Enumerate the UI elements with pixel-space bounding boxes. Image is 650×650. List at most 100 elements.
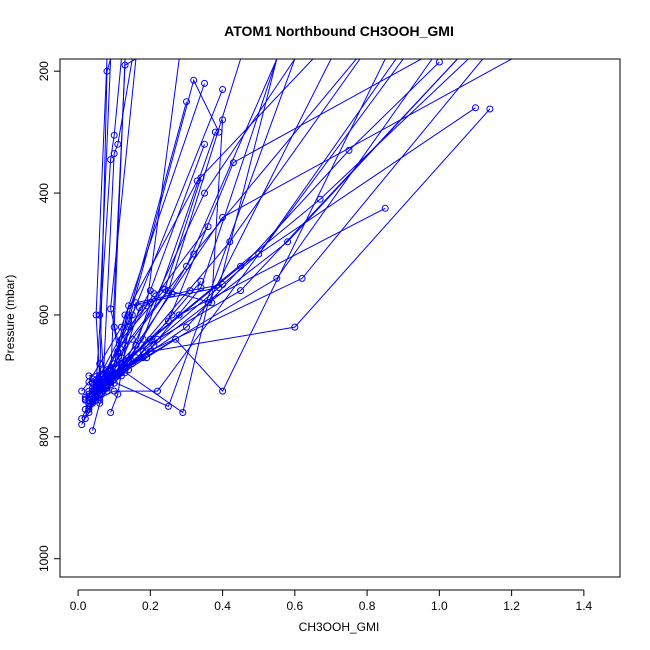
profile-line (92, 108, 491, 404)
profile-series-26 (89, 59, 137, 398)
data-point (121, 311, 129, 319)
data-point (146, 335, 154, 343)
data-point (107, 305, 115, 313)
profile-line (92, 59, 484, 402)
data-point (85, 405, 93, 413)
profile-series-9 (89, 105, 494, 407)
profile-series-46 (89, 59, 484, 405)
x-axis: 0.0 0.2 0.4 0.6 0.8 1.0 1.2 1.4 (70, 589, 593, 613)
data-point (78, 415, 86, 423)
data-point (103, 384, 111, 392)
data-point (215, 284, 223, 291)
x-axis-label: CH3OOH_GMI (299, 620, 380, 634)
data-point (132, 354, 140, 362)
y-axis: 200 400 600 800 1000 (37, 61, 61, 572)
profile-line (95, 59, 422, 389)
data-point (132, 299, 140, 307)
chart-title: ATOM1 Northbound CH3OOH_GMI (224, 23, 454, 39)
x-tick-label: 0.2 (142, 599, 159, 613)
profile-line (102, 119, 224, 377)
data-point (345, 146, 353, 154)
data-point (226, 238, 234, 246)
x-tick-label: 0.0 (70, 599, 87, 613)
data-point (161, 285, 169, 293)
data-point (117, 354, 125, 362)
y-axis-label: Pressure (mbar) (3, 275, 17, 362)
data-point (150, 341, 158, 349)
data-point (154, 387, 161, 395)
profile-series-29 (89, 59, 112, 386)
profile-line (92, 59, 361, 404)
y-tick-label: 800 (37, 427, 51, 447)
data-point (219, 387, 227, 395)
data-point (81, 395, 89, 403)
data-point (114, 372, 122, 380)
data-point (229, 159, 237, 167)
data-point (190, 250, 198, 258)
data-point (96, 384, 104, 392)
data-point (201, 79, 208, 87)
data-point (201, 140, 208, 148)
x-tick-label: 0.6 (286, 599, 303, 613)
profile-line (92, 59, 112, 383)
data-point (81, 405, 89, 413)
y-tick-label: 600 (37, 305, 51, 325)
data-point (132, 341, 140, 349)
data-point (110, 131, 118, 139)
profile-line (95, 59, 386, 392)
data-point (211, 128, 219, 136)
profile-line (95, 59, 469, 394)
profile-series-45 (96, 59, 458, 392)
data-point (92, 311, 100, 319)
data-point (273, 274, 281, 282)
data-point (298, 274, 306, 282)
data-point (89, 379, 96, 387)
data-point (291, 323, 299, 331)
data-point (168, 311, 176, 319)
profile-series-33 (92, 174, 205, 392)
data-point (125, 311, 133, 319)
data-point (219, 213, 227, 221)
profile-line (95, 59, 397, 398)
data-point (121, 360, 129, 368)
plot-frame (59, 58, 621, 578)
x-tick-label: 0.8 (359, 599, 376, 613)
data-point (201, 189, 208, 197)
data-point (190, 76, 198, 84)
data-point (107, 409, 115, 416)
x-tick-label: 1.2 (503, 599, 520, 613)
profile-series-10 (81, 59, 512, 413)
data-point (110, 150, 118, 157)
data-point (284, 238, 292, 246)
data-point (237, 287, 245, 295)
data-point (197, 277, 205, 285)
data-point (179, 409, 187, 416)
data-point (472, 104, 479, 112)
data-point (175, 311, 183, 319)
data-point (107, 375, 115, 383)
profile-line (84, 59, 122, 398)
profile-line (99, 59, 458, 389)
data-point (172, 335, 180, 343)
data-point (114, 140, 122, 148)
data-point (164, 402, 172, 410)
data-point (136, 304, 143, 312)
data-point (168, 290, 176, 298)
series-layer (78, 59, 512, 435)
data-point (89, 398, 96, 405)
data-point (110, 387, 118, 395)
data-point (219, 86, 227, 93)
profile-line (88, 59, 458, 377)
profile-line (103, 284, 223, 380)
profile-series-27 (85, 59, 108, 407)
x-tick-label: 1.4 (576, 599, 593, 613)
data-point (381, 204, 389, 212)
data-point (143, 354, 151, 362)
x-tick-label: 1.0 (431, 599, 448, 613)
data-point (96, 311, 104, 319)
data-point (486, 105, 494, 113)
y-tick-label: 1000 (37, 545, 51, 572)
data-point (435, 59, 443, 66)
data-point (255, 250, 263, 258)
